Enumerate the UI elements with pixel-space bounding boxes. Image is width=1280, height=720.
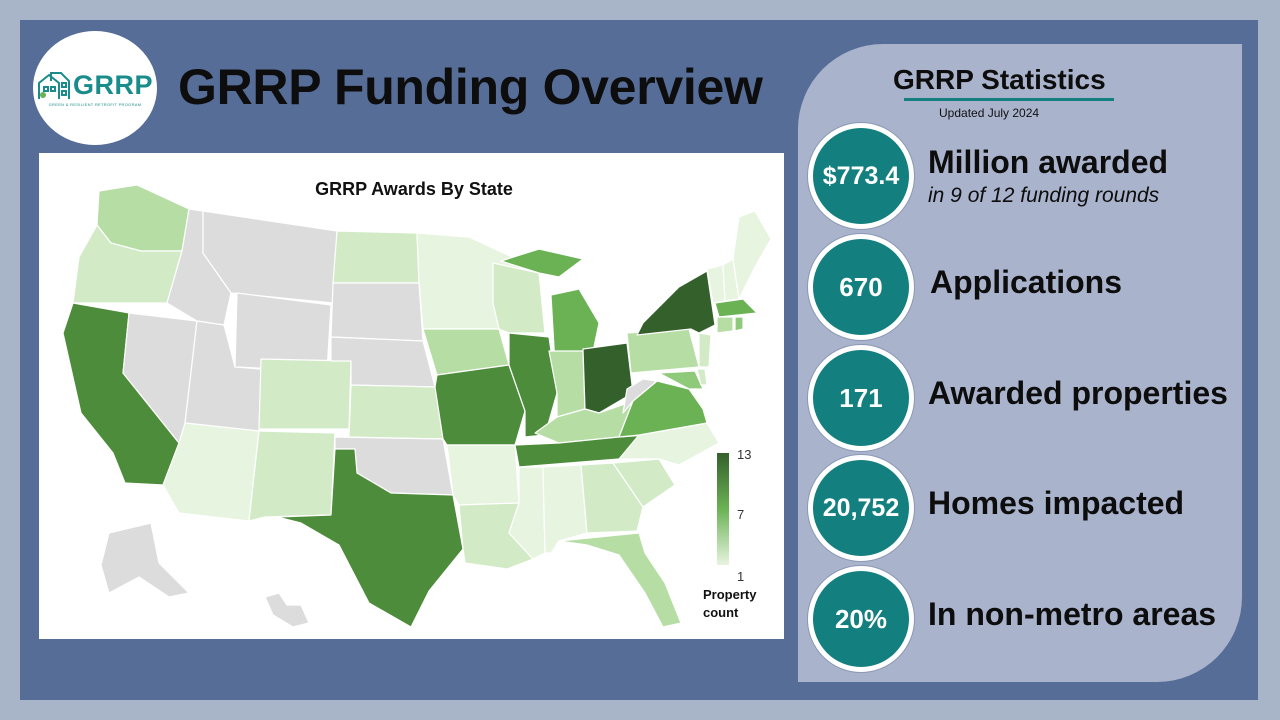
state-nj [698,332,712,368]
map-title: GRRP Awards By State [315,179,513,199]
stat-non-metro: 20% [808,566,914,672]
state-ga [580,462,644,534]
grrp-logo: GRRP GREEN & RESILIENT RETROFIT PROGRAM [33,31,157,145]
state-ct [716,316,734,334]
state-ma [714,298,758,318]
legend-color-scale [717,453,729,565]
stat-homes-impacted-label: Homes impacted [928,485,1185,521]
state-co [258,358,352,430]
state-mo [434,364,526,446]
state-ks [348,384,444,440]
stats-title-underline [904,98,1114,101]
stat-homes-impacted-value: 20,752 [822,493,900,522]
stat-non-metro-value: 20% [834,603,888,634]
state-nm [248,430,336,522]
state-tx [276,448,464,628]
stat-awarded-label: Million awarded [928,144,1169,180]
stat-awarded-properties: 171 [808,345,914,451]
state-oh [582,342,634,414]
state-fl [558,532,682,628]
state-hi [264,592,310,628]
state-me [732,210,772,300]
legend-mid-label: 7 [737,507,744,522]
stat-non-metro-label: In non-metro areas [928,596,1217,632]
stat-awarded-amount-value: $773.4 [822,161,900,190]
page-title: GRRP Funding Overview [178,59,763,115]
stat-homes-impacted: 20,752 [808,455,914,561]
state-ri [734,316,744,332]
state-ny [636,270,716,336]
stat-awarded-sub: in 9 of 12 funding rounds [928,184,1160,207]
state-ak [100,522,190,598]
state-il [508,332,558,438]
state-md [658,370,704,390]
state-wa [96,184,190,252]
stat-awarded-properties-value: 171 [839,382,883,413]
logo-subtitle: GREEN & RESILIENT RETROFIT PROGRAM [48,102,142,107]
legend-max-label: 13 [737,447,751,462]
logo-wordmark: GRRP [72,70,153,100]
house-icon [37,72,70,99]
legend-title-line1: Property [703,587,757,602]
stat-applications-value: 670 [839,271,883,302]
map-panel: GRRP Awards By State [39,153,784,639]
stats-title: GRRP Statistics [893,64,1106,95]
us-awards-map: 13 7 1 Property count [62,184,772,628]
state-mi-up [500,248,584,278]
state-wi [492,262,546,334]
state-pa [626,328,700,374]
state-de [696,368,708,386]
stats-updated-date: Updated July 2024 [939,106,1040,120]
state-sc [612,458,676,508]
state-mt [202,210,338,304]
stat-applications: 670 [808,234,914,340]
state-sd [330,282,424,342]
stat-awarded-properties-label: Awarded properties [928,375,1228,411]
state-ar [446,444,520,506]
stat-applications-label: Applications [930,264,1123,300]
state-wv [622,378,658,414]
state-nd [332,230,420,284]
legend-title-line2: count [703,605,739,620]
legend-min-label: 1 [737,569,744,584]
stat-awarded-amount: $773.4 [808,123,914,229]
